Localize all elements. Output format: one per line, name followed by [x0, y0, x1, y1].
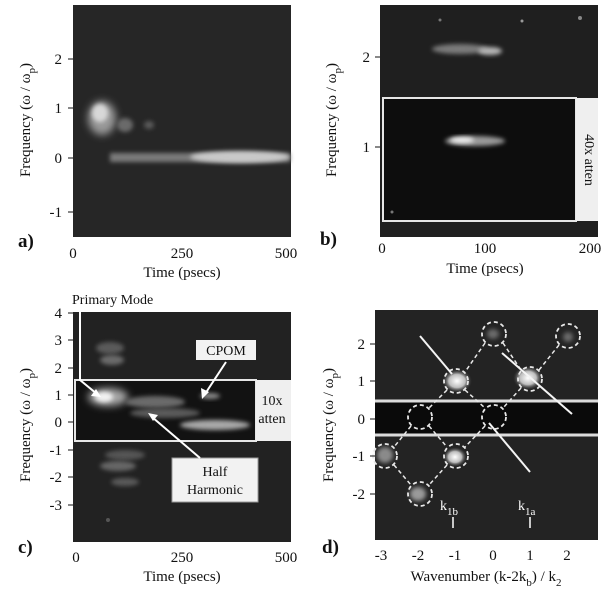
panel-b-box-label-bg	[576, 98, 598, 221]
panel-b-box-label: 40x atten	[581, 134, 596, 186]
panel-a-xlabel: Time (psecs)	[143, 265, 220, 281]
panel-b-xtick-label: 100	[474, 241, 497, 257]
panel-d-xtick-label: -3	[375, 548, 388, 564]
panel-d-xlabel: Wavenumber (k-2kb) / k2	[410, 569, 561, 589]
panel-d-dark-band	[375, 401, 598, 435]
panel-b: 40x atten 2 1 0 100 200 Time (psecs) Fre…	[320, 5, 601, 277]
panel-b-ylabel: Frequency (ω / ωp)	[324, 63, 344, 177]
panel-c-ylabel: Frequency (ω / ωp)	[18, 368, 38, 482]
panel-b-box-signal	[390, 136, 505, 214]
cpom-arrowhead	[201, 388, 209, 399]
half-harmonic-label-line2: Harmonic	[187, 483, 243, 498]
primary-mode-label: Primary Mode	[72, 293, 153, 308]
dashed-circle	[443, 443, 469, 469]
half-harmonic-arrowhead	[148, 413, 158, 421]
panel-b-xtick-label: 200	[579, 241, 602, 257]
panel-c-xlabel: Time (psecs)	[143, 569, 220, 585]
panel-d-ytick-label: 0	[358, 412, 366, 428]
panel-c-ytick-label: -3	[50, 498, 63, 514]
panel-a: 2 1 0 -1 0 250 500 Time (psecs) Frequenc…	[18, 5, 297, 281]
half-harmonic-arrow	[151, 416, 201, 459]
panel-b-xticks: 0 100 200	[378, 241, 601, 257]
dashed-circle	[481, 321, 507, 347]
dashed-circle	[407, 404, 433, 430]
panel-d-label: d)	[322, 537, 339, 558]
panel-a-yticks: 2 1 0 -1	[50, 52, 73, 221]
panel-c-yticks: 4 3 2 1 0 -1 -2 -3	[50, 306, 73, 514]
panel-c-xticks: 0 250 500	[72, 550, 297, 566]
panel-b-xlabel: Time (psecs)	[446, 261, 523, 277]
panel-c: 10x atten CPOM Half Harmonic Primary Mod…	[18, 293, 297, 585]
panel-d-ytick-label: -2	[353, 487, 366, 503]
panel-b-yticks: 2 1	[363, 50, 380, 156]
panel-d-dashed-circles	[372, 321, 581, 507]
panel-c-ytick-label: -2	[50, 470, 63, 486]
panel-b-ytick-label: 1	[363, 140, 371, 156]
panel-a-xtick-label: 250	[171, 246, 194, 262]
panel-c-ytick-label: 2	[55, 361, 63, 377]
panel-d-yticks: 2 1 0 -1 -2	[353, 337, 375, 503]
panel-a-xticks: 0 250 500	[69, 246, 297, 262]
k1b-label: k1b	[440, 499, 459, 518]
dashed-circle	[517, 366, 543, 392]
dashed-circle	[481, 404, 507, 430]
cpom-label: CPOM	[206, 344, 246, 359]
dashed-circle	[555, 323, 581, 349]
panel-a-ytick-label: 0	[55, 151, 63, 167]
panel-c-ytick-label: -1	[50, 443, 63, 459]
k1a-label: k1a	[518, 499, 536, 518]
dashed-circle	[407, 481, 433, 507]
panel-b-signal	[432, 16, 582, 55]
panel-a-xtick-label: 0	[69, 246, 77, 262]
cpom-label-bg	[196, 340, 256, 360]
panel-d-xticks: -3 -2 -1 0 1 2	[375, 548, 571, 564]
panel-d-ytick-label: -1	[353, 449, 366, 465]
half-harmonic-label-bg	[171, 457, 259, 503]
panel-c-label: c)	[18, 537, 33, 558]
panel-a-signal	[88, 101, 290, 163]
panel-a-label: a)	[18, 231, 34, 252]
panel-c-ytick-label: 4	[55, 306, 63, 322]
primary-mode-arrow	[79, 310, 98, 395]
primary-mode-arrowhead	[91, 389, 101, 397]
panel-d-bright-spots	[377, 329, 573, 501]
panel-c-xtick-label: 0	[72, 550, 80, 566]
panel-d-ylabel: Frequency (ω / ωp)	[321, 368, 341, 482]
half-harmonic-label-line1: Half	[203, 465, 228, 480]
panel-d-dashed-connectors	[393, 342, 560, 486]
panel-c-box-label-line1: 10x	[262, 394, 283, 409]
panel-c-box-label-bg	[256, 380, 291, 441]
panel-c-ytick-label: 0	[55, 415, 63, 431]
panel-d-xtick-label: 0	[489, 548, 497, 564]
panel-a-ytick-label: 2	[55, 52, 63, 68]
panel-c-signal	[96, 342, 145, 522]
panel-d-ytick-label: 1	[358, 374, 366, 390]
panel-b-label: b)	[320, 229, 337, 250]
panel-d-diagonal-lines	[419, 335, 573, 473]
panel-b-ytick-label: 2	[363, 50, 371, 66]
panel-a-ytick-label: -1	[50, 205, 63, 221]
panel-c-xtick-label: 250	[171, 550, 194, 566]
panel-c-box-label-line2: atten	[258, 412, 285, 427]
panel-c-xtick-label: 500	[275, 550, 298, 566]
panel-a-ytick-label: 1	[55, 101, 63, 117]
cpom-arrow	[204, 361, 227, 395]
panel-d-ytick-label: 2	[358, 337, 366, 353]
panel-c-ytick-label: 3	[55, 333, 63, 349]
panel-c-ytick-label: 1	[55, 388, 63, 404]
panel-d-xtick-label: -1	[449, 548, 462, 564]
panel-a-ylabel: Frequency (ω / ωp)	[18, 63, 38, 177]
panel-d-xtick-label: 2	[563, 548, 571, 564]
panel-b-xtick-label: 0	[378, 241, 386, 257]
panel-d: k1b k1a 2 1 0 -1 -2 -3 -2 -1 0 1 2 Waven…	[321, 310, 598, 589]
panel-b-atten-box	[382, 97, 577, 222]
dashed-circle	[443, 368, 469, 394]
panel-d-xtick-label: -2	[412, 548, 425, 564]
panel-a-xtick-label: 500	[275, 246, 298, 262]
panel-d-xtick-label: 1	[526, 548, 534, 564]
